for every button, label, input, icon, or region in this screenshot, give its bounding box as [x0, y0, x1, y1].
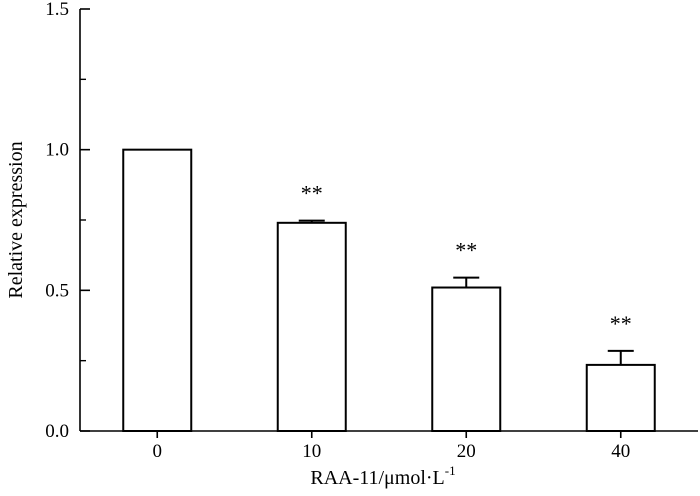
significance-marker: **	[610, 311, 632, 336]
y-axis-title: Relative expression	[5, 141, 27, 298]
y-tick-label: 0.5	[45, 280, 69, 301]
chart-labels: 0.0 0.5 1.0 1.5 0 10 ** 20 ** 40 **	[45, 0, 632, 462]
x-axis-title: RAA-11/μmol·L-1	[310, 463, 455, 489]
x-tick-label: 20	[457, 441, 476, 462]
x-axis-title-superscript: -1	[445, 463, 456, 478]
significance-marker: **	[301, 181, 323, 206]
y-tick-label: 1.0	[45, 140, 69, 161]
x-axis-title-main: RAA-11/μmol·L	[310, 467, 444, 489]
x-tick-label: 40	[611, 441, 630, 462]
significance-marker: **	[455, 238, 477, 263]
chart-bars	[122, 148, 656, 433]
y-tick-label: 0.0	[45, 421, 69, 442]
x-tick-label: 0	[153, 441, 163, 462]
bar	[585, 363, 656, 432]
y-tick-label: 1.5	[45, 0, 69, 20]
bar	[276, 221, 347, 432]
bar	[431, 286, 502, 432]
bar	[122, 148, 193, 433]
x-tick-label: 10	[302, 441, 321, 462]
